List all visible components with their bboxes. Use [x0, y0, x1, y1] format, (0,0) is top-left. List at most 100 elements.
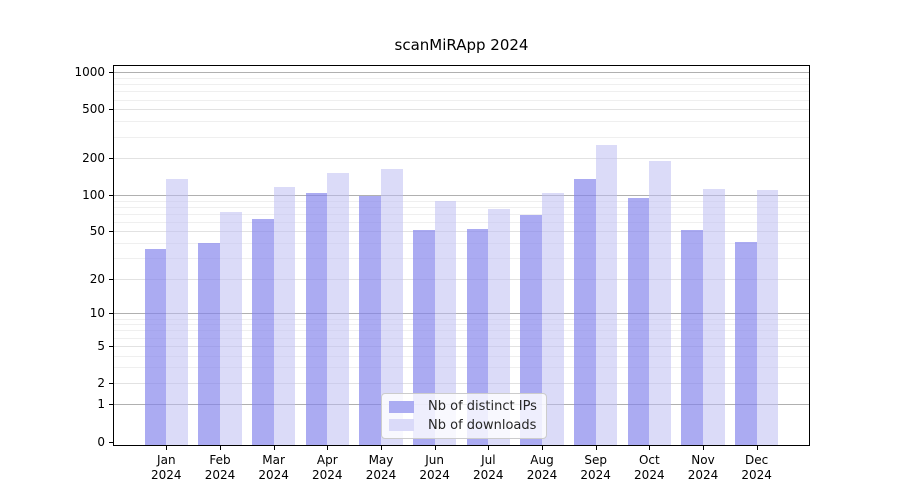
gridline-medium: [114, 345, 809, 347]
gridline-minor: [114, 330, 809, 332]
gridline-minor: [114, 136, 809, 138]
gridline-minor: [114, 367, 809, 369]
gridline-medium: [114, 382, 809, 384]
y-tick-label: 2: [97, 375, 105, 390]
bar-downloads-sep: [595, 144, 618, 445]
y-tick-mark: [109, 109, 113, 111]
x-tick-mark: [595, 446, 597, 450]
gridline-minor: [114, 318, 809, 320]
gridline-major: [114, 72, 809, 74]
y-tick-label: 500: [82, 102, 105, 117]
x-tick-label: Oct 2024: [634, 453, 665, 482]
y-tick-mark: [109, 345, 113, 347]
x-tick-label: Jan 2024: [151, 453, 182, 482]
x-tick-mark: [434, 446, 436, 450]
bar-ips-nov: [681, 230, 703, 445]
y-tick-label: 50: [89, 224, 105, 239]
bar-downloads-jan: [166, 179, 188, 445]
gridline-minor: [114, 213, 809, 215]
chart-title: scanMiRApp 2024: [394, 36, 529, 54]
y-tick-label: 1000: [74, 65, 105, 80]
gridline-minor: [114, 221, 809, 223]
x-tick-mark: [273, 446, 275, 450]
bar-downloads-nov: [703, 188, 725, 445]
legend-label-downloads: Nb of downloads: [428, 417, 537, 433]
gridline-medium: [114, 278, 809, 280]
x-tick-mark: [488, 446, 490, 450]
gridline-minor: [114, 243, 809, 245]
x-tick-label: Aug 2024: [526, 453, 558, 482]
bar-downloads-feb: [219, 211, 242, 445]
gridline-major: [114, 313, 809, 315]
bar-ips-jun: [412, 230, 435, 445]
x-tick-label: Feb 2024: [204, 453, 236, 482]
bar-ips-feb: [198, 243, 220, 445]
gridline-minor: [114, 355, 809, 357]
gridline-minor: [114, 99, 809, 101]
x-tick-mark: [756, 446, 758, 450]
bar-ips-mar: [251, 219, 274, 445]
gridline-medium: [114, 158, 809, 160]
y-tick-mark: [109, 158, 113, 160]
x-tick-mark: [649, 446, 651, 450]
legend-item-distinct-ips: Nb of distinct IPs: [389, 399, 539, 414]
y-tick-label: 10: [89, 306, 105, 321]
y-tick-mark: [109, 278, 113, 280]
legend-item-downloads: Nb of downloads: [389, 418, 539, 433]
bar-downloads-apr: [327, 173, 349, 445]
gridline-medium: [114, 109, 809, 111]
y-tick-label: 5: [97, 338, 105, 353]
gridline-minor: [114, 121, 809, 123]
x-tick-label: Dec 2024: [741, 453, 772, 482]
legend-label-distinct-ips: Nb of distinct IPs: [428, 399, 537, 415]
gridline-minor: [114, 84, 809, 86]
x-tick-mark: [219, 446, 221, 450]
bar-downloads-oct: [649, 160, 672, 445]
y-tick-label: 200: [82, 151, 105, 166]
y-tick-mark: [109, 313, 113, 315]
bar-ips-dec: [734, 241, 757, 445]
gridline-minor: [114, 200, 809, 202]
x-tick-mark: [703, 446, 704, 450]
x-tick-label: Jun 2024: [419, 453, 450, 482]
y-tick-label: 20: [89, 271, 105, 286]
x-tick-label: Mar 2024: [258, 453, 289, 482]
x-tick-mark: [327, 446, 329, 450]
gridline-minor: [114, 337, 809, 339]
bar-ips-jan: [144, 248, 167, 445]
y-tick-mark: [109, 72, 113, 74]
legend-swatch-downloads: [389, 419, 414, 432]
legend-swatch-distinct-ips: [389, 400, 414, 413]
bar-ips-jul: [466, 229, 489, 445]
bar-downloads-dec: [756, 190, 779, 445]
x-tick-label: May 2024: [365, 453, 397, 482]
x-tick-mark: [380, 446, 382, 450]
gridline-medium: [114, 231, 809, 233]
y-tick-mark: [109, 194, 113, 196]
x-tick-label: Sep 2024: [580, 453, 611, 482]
gridline-major: [114, 194, 809, 196]
x-tick-label: Apr 2024: [312, 453, 343, 482]
x-tick-mark: [166, 446, 168, 450]
x-tick-label: Nov 2024: [687, 453, 719, 482]
bar-downloads-may: [380, 169, 403, 445]
gridline-minor: [114, 78, 809, 80]
y-tick-mark: [109, 382, 113, 384]
y-tick-label: 0: [97, 434, 105, 449]
bar-ips-sep: [573, 178, 596, 445]
x-tick-label: Jul 2024: [473, 453, 504, 482]
bar-ips-may: [359, 195, 381, 445]
bar-downloads-aug: [541, 193, 564, 445]
y-tick-mark: [109, 231, 113, 233]
gridline-minor: [114, 91, 809, 93]
bar-ips-aug: [520, 214, 542, 445]
y-tick-label: 100: [82, 187, 105, 202]
plot-area: Nb of distinct IPs Nb of downloads: [113, 65, 810, 446]
bar-downloads-jul: [488, 208, 510, 445]
y-tick-mark: [109, 441, 113, 443]
bar-downloads-mar: [273, 187, 296, 445]
y-tick-mark: [109, 404, 113, 406]
x-tick-mark: [541, 446, 543, 450]
y-tick-label: 1: [97, 397, 105, 412]
